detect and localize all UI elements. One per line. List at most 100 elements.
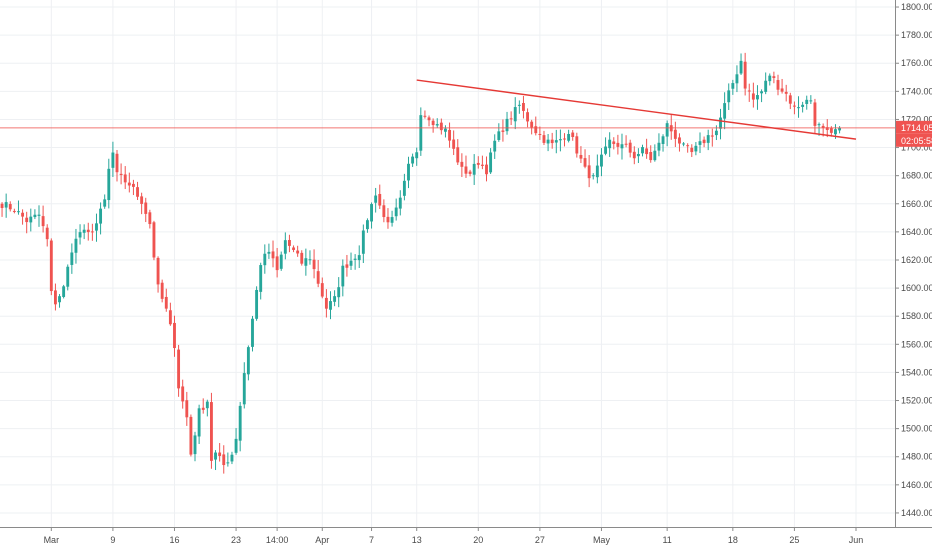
candle-body <box>296 250 300 254</box>
candle <box>756 85 759 110</box>
candle-body <box>628 142 632 153</box>
candle <box>801 101 805 113</box>
candle <box>513 97 517 130</box>
time-tick-label: 13 <box>412 535 422 545</box>
candle-body <box>678 137 681 144</box>
candle <box>288 234 291 253</box>
candle-body <box>33 214 37 218</box>
candle <box>103 194 107 209</box>
candle <box>665 120 669 147</box>
candle <box>111 141 115 177</box>
candle <box>70 243 74 274</box>
candle <box>563 133 566 147</box>
candle <box>296 245 300 257</box>
candle-body <box>448 129 451 141</box>
candle-body <box>554 140 558 143</box>
candle-body <box>587 165 591 179</box>
candle-body <box>292 247 295 250</box>
candle <box>370 202 373 229</box>
price-tick-label: 1720.00 <box>901 114 932 124</box>
price-tick-label: 1800.00 <box>901 2 932 12</box>
candle-body <box>641 147 644 154</box>
candle-body <box>747 90 751 92</box>
candle-body <box>66 266 70 287</box>
candle-body <box>419 115 423 151</box>
candle-body <box>493 140 497 152</box>
candle-body <box>119 173 123 176</box>
candle-body <box>682 143 686 145</box>
candle-body <box>382 205 386 218</box>
price-tick-label: 1520.00 <box>901 396 932 406</box>
candle-body <box>509 118 513 120</box>
candle <box>719 108 722 140</box>
candle-body <box>136 187 139 197</box>
candle <box>29 208 33 232</box>
candle <box>591 173 595 180</box>
candle-body <box>595 165 599 178</box>
candle-body <box>558 139 562 141</box>
candle <box>292 245 295 253</box>
candle <box>448 122 451 148</box>
candle-body <box>103 199 107 207</box>
candle-body <box>813 102 817 126</box>
candle-body <box>591 175 595 177</box>
trendline[interactable] <box>416 79 857 140</box>
candle <box>25 211 29 234</box>
candle <box>90 223 94 241</box>
candle <box>230 451 234 465</box>
price-tick-label: 1620.00 <box>901 255 932 265</box>
candle <box>579 146 583 164</box>
candle <box>374 187 378 213</box>
candle <box>809 95 813 104</box>
candle-body <box>411 156 415 164</box>
price-tick-label: 1760.00 <box>901 58 932 68</box>
candle-body <box>788 95 792 104</box>
candle-body <box>279 254 283 269</box>
candle <box>119 163 123 185</box>
candle-body <box>156 257 160 285</box>
candle-body <box>579 154 583 159</box>
candle-body <box>8 204 12 210</box>
candle <box>382 199 386 223</box>
candle <box>554 129 558 154</box>
candle <box>694 142 698 156</box>
candle-body <box>714 130 718 136</box>
candle-body <box>316 271 320 284</box>
candle <box>678 133 681 152</box>
candle-body <box>616 142 620 147</box>
candle-body <box>792 105 796 107</box>
candle-body <box>764 80 768 92</box>
candle <box>337 277 341 308</box>
candle-body <box>657 142 661 151</box>
candle-body <box>661 136 665 144</box>
price-tick-label: 1660.00 <box>901 199 932 209</box>
candle-body <box>522 103 525 111</box>
candle <box>37 205 41 227</box>
candle-body <box>456 147 460 163</box>
candle <box>731 79 735 95</box>
candle-body <box>612 141 616 145</box>
candle-body <box>49 240 53 292</box>
candle <box>735 65 739 93</box>
candle-body <box>760 91 764 94</box>
price-tick-label: 1780.00 <box>901 30 932 40</box>
candle <box>636 148 640 164</box>
candle <box>357 245 361 268</box>
price-tick-label: 1560.00 <box>901 339 932 349</box>
candle <box>8 201 12 212</box>
price-axis[interactable] <box>895 0 932 550</box>
price-tick-label: 1580.00 <box>901 311 932 321</box>
candle <box>435 118 439 128</box>
candle-body <box>797 107 800 109</box>
candle <box>74 228 78 264</box>
candle <box>460 153 464 177</box>
price-tick-label: 1600.00 <box>901 283 932 293</box>
candle-body <box>719 117 722 129</box>
candle <box>316 259 320 288</box>
candle-body <box>271 251 275 259</box>
candle-body <box>772 76 776 78</box>
candle-body <box>817 124 821 126</box>
time-tick-label: 18 <box>728 535 738 545</box>
candle-body <box>550 139 554 144</box>
